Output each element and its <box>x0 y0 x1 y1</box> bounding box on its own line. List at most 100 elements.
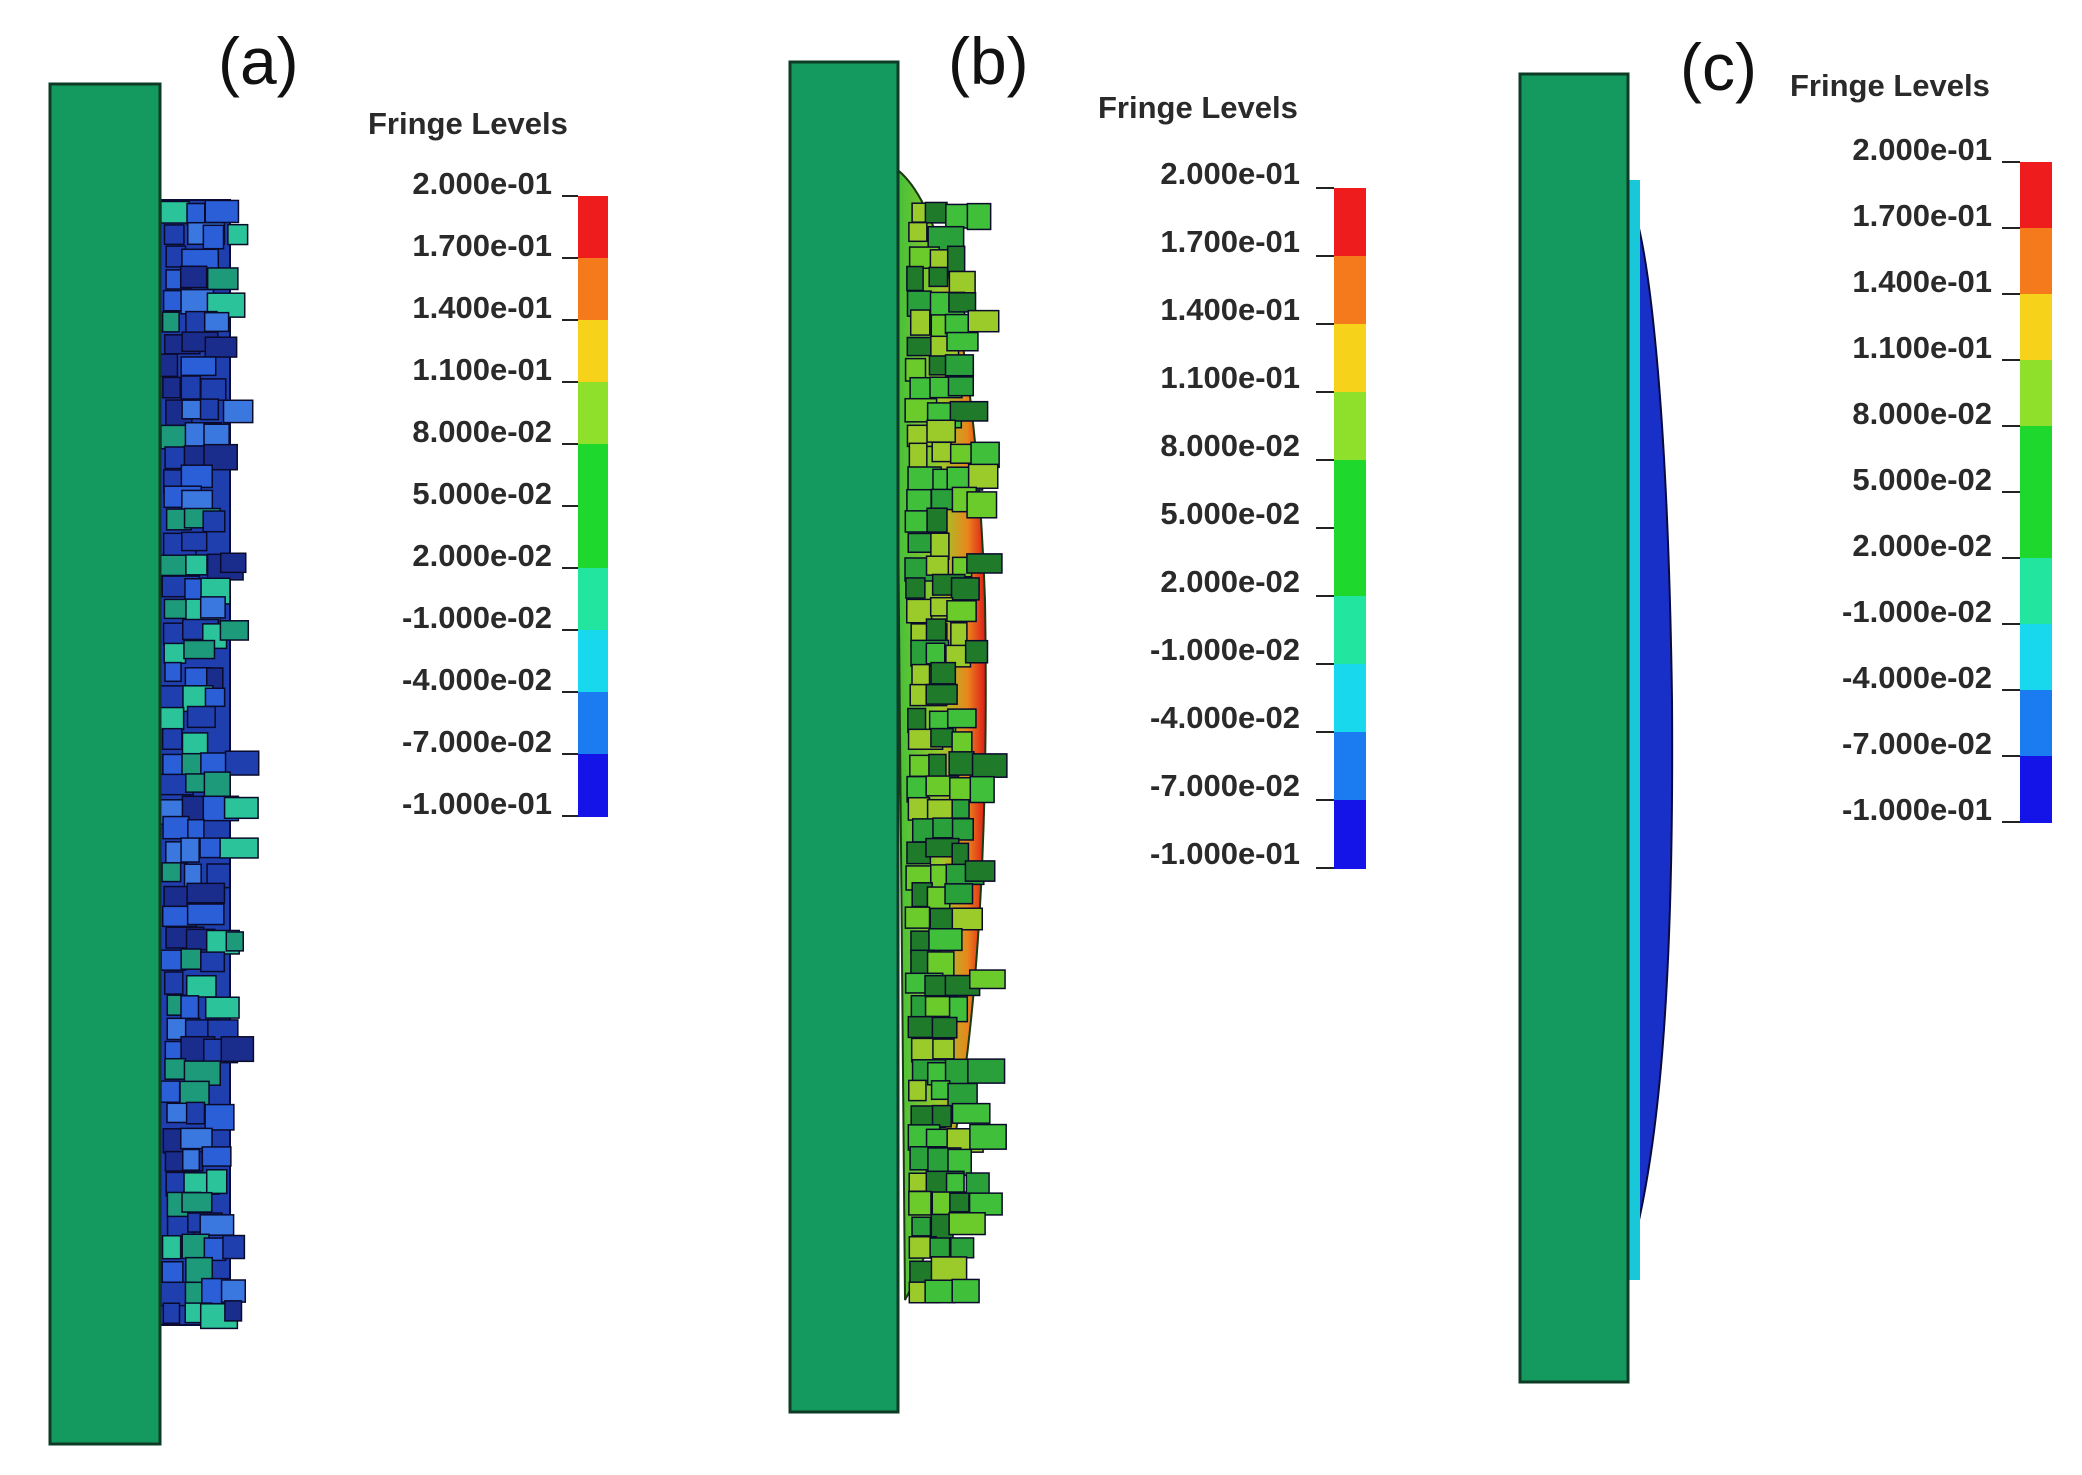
debris-block <box>186 903 225 926</box>
debris-block <box>967 1058 1006 1084</box>
debris-block <box>964 860 996 882</box>
colorbar-band <box>578 258 608 321</box>
debris-block <box>948 1212 986 1236</box>
debris-block <box>908 1190 932 1216</box>
panel-a-plate <box>48 82 162 1446</box>
colorbar-band <box>2020 492 2052 559</box>
colorbar-band <box>578 754 608 817</box>
debris-block <box>931 1016 958 1039</box>
legend-a-tick: 2.000e-02 <box>412 538 552 573</box>
debris-block <box>967 309 1000 333</box>
legend-b-tick: 1.700e-01 <box>1160 224 1300 259</box>
debris-block <box>926 507 948 533</box>
legend-c-tick: -1.000e-01 <box>1842 792 1992 827</box>
legend-c-tick: 2.000e-02 <box>1852 528 1992 563</box>
debris-block <box>951 907 984 931</box>
legend-b-tick: 8.000e-02 <box>1160 428 1300 463</box>
colorbar-band <box>578 568 608 631</box>
debris-block <box>161 862 182 883</box>
debris-block <box>185 974 217 998</box>
debris-block <box>944 354 975 377</box>
panel-a-debris <box>157 199 260 1330</box>
colorbar-band <box>1334 392 1366 461</box>
colorbar-band <box>2020 162 2052 229</box>
debris-block <box>909 309 931 336</box>
debris-block <box>931 1104 952 1128</box>
debris-block <box>928 927 963 952</box>
legend-c-tick: 2.000e-01 <box>1852 132 1992 167</box>
debris-block <box>966 202 992 231</box>
debris-block <box>163 971 184 995</box>
debris-block <box>219 552 247 574</box>
colorbar-band <box>2020 294 2052 361</box>
panel-label-a: (a) <box>218 24 299 98</box>
debris-block <box>222 399 254 424</box>
legend-a-title: Fringe Levels <box>368 106 568 141</box>
debris-block <box>206 267 239 291</box>
debris-block <box>948 996 969 1023</box>
colorbar-band <box>2020 360 2052 427</box>
debris-block <box>224 750 260 776</box>
legend-a-tick: 5.000e-02 <box>412 476 552 511</box>
debris-block <box>186 882 226 904</box>
legend-c-tick: 1.100e-01 <box>1852 330 1992 365</box>
debris-block <box>204 336 238 358</box>
debris-block <box>908 1079 927 1102</box>
colorbar-band <box>1334 800 1366 869</box>
debris-block <box>204 1103 235 1131</box>
debris-block <box>162 1302 181 1324</box>
debris-block <box>966 491 998 519</box>
legend-b-tick: 2.000e-02 <box>1160 564 1300 599</box>
panel-b-plate <box>788 60 900 1414</box>
colorbar-band <box>578 692 608 755</box>
legend-c-tick: 5.000e-02 <box>1852 462 1992 497</box>
legend-c-tick: -4.000e-02 <box>1842 660 1992 695</box>
debris-block <box>164 661 182 683</box>
debris-block <box>219 837 259 859</box>
debris-block <box>205 1169 228 1195</box>
debris-block <box>182 1148 201 1171</box>
debris-block <box>180 837 200 863</box>
debris-block <box>161 1234 182 1260</box>
debris-block <box>946 331 979 352</box>
legend-b-title: Fringe Levels <box>1098 90 1298 125</box>
debris-block <box>220 1036 255 1063</box>
debris-block <box>951 1278 980 1304</box>
colorbar-band <box>2020 624 2052 691</box>
debris-block <box>199 1214 235 1236</box>
legend-b-tick: -1.000e-01 <box>1150 836 1300 871</box>
debris-block <box>905 577 926 599</box>
debris-block <box>202 510 226 533</box>
debris-block <box>180 1127 213 1150</box>
debris-block <box>928 266 949 288</box>
legend-b-tick: 2.000e-01 <box>1160 156 1300 191</box>
legend-b-tick: -7.000e-02 <box>1150 768 1300 803</box>
legend-a-tick: -4.000e-02 <box>402 662 552 697</box>
debris-block <box>183 639 216 660</box>
legend-b-tick: -1.000e-02 <box>1150 632 1300 667</box>
legend-b-tick: 1.100e-01 <box>1160 360 1300 395</box>
debris-block <box>203 311 230 333</box>
debris-block <box>969 1123 1007 1150</box>
panel-label-c: (c) <box>1680 30 1757 104</box>
legend-a-tick: -1.000e-02 <box>402 600 552 635</box>
colorbar-band <box>1334 324 1366 393</box>
colorbar-band <box>578 382 608 445</box>
debris-block <box>201 1146 232 1167</box>
colorbar-band <box>578 630 608 693</box>
colorbar-band <box>1334 188 1366 257</box>
debris-block <box>951 1102 991 1124</box>
colorbar-band <box>578 444 608 507</box>
legend-c-tick: 1.700e-01 <box>1852 198 1992 233</box>
debris-block <box>951 818 974 841</box>
debris-block <box>199 398 220 421</box>
legend-a-tick: -1.000e-01 <box>402 786 552 821</box>
debris-block <box>911 1216 932 1237</box>
panel-label-b: (b) <box>948 24 1029 98</box>
legend-a-tick: 2.000e-01 <box>412 166 552 201</box>
debris-block <box>225 931 244 952</box>
debris-block <box>967 463 999 490</box>
debris-block <box>181 531 208 552</box>
colorbar-band <box>578 196 608 259</box>
